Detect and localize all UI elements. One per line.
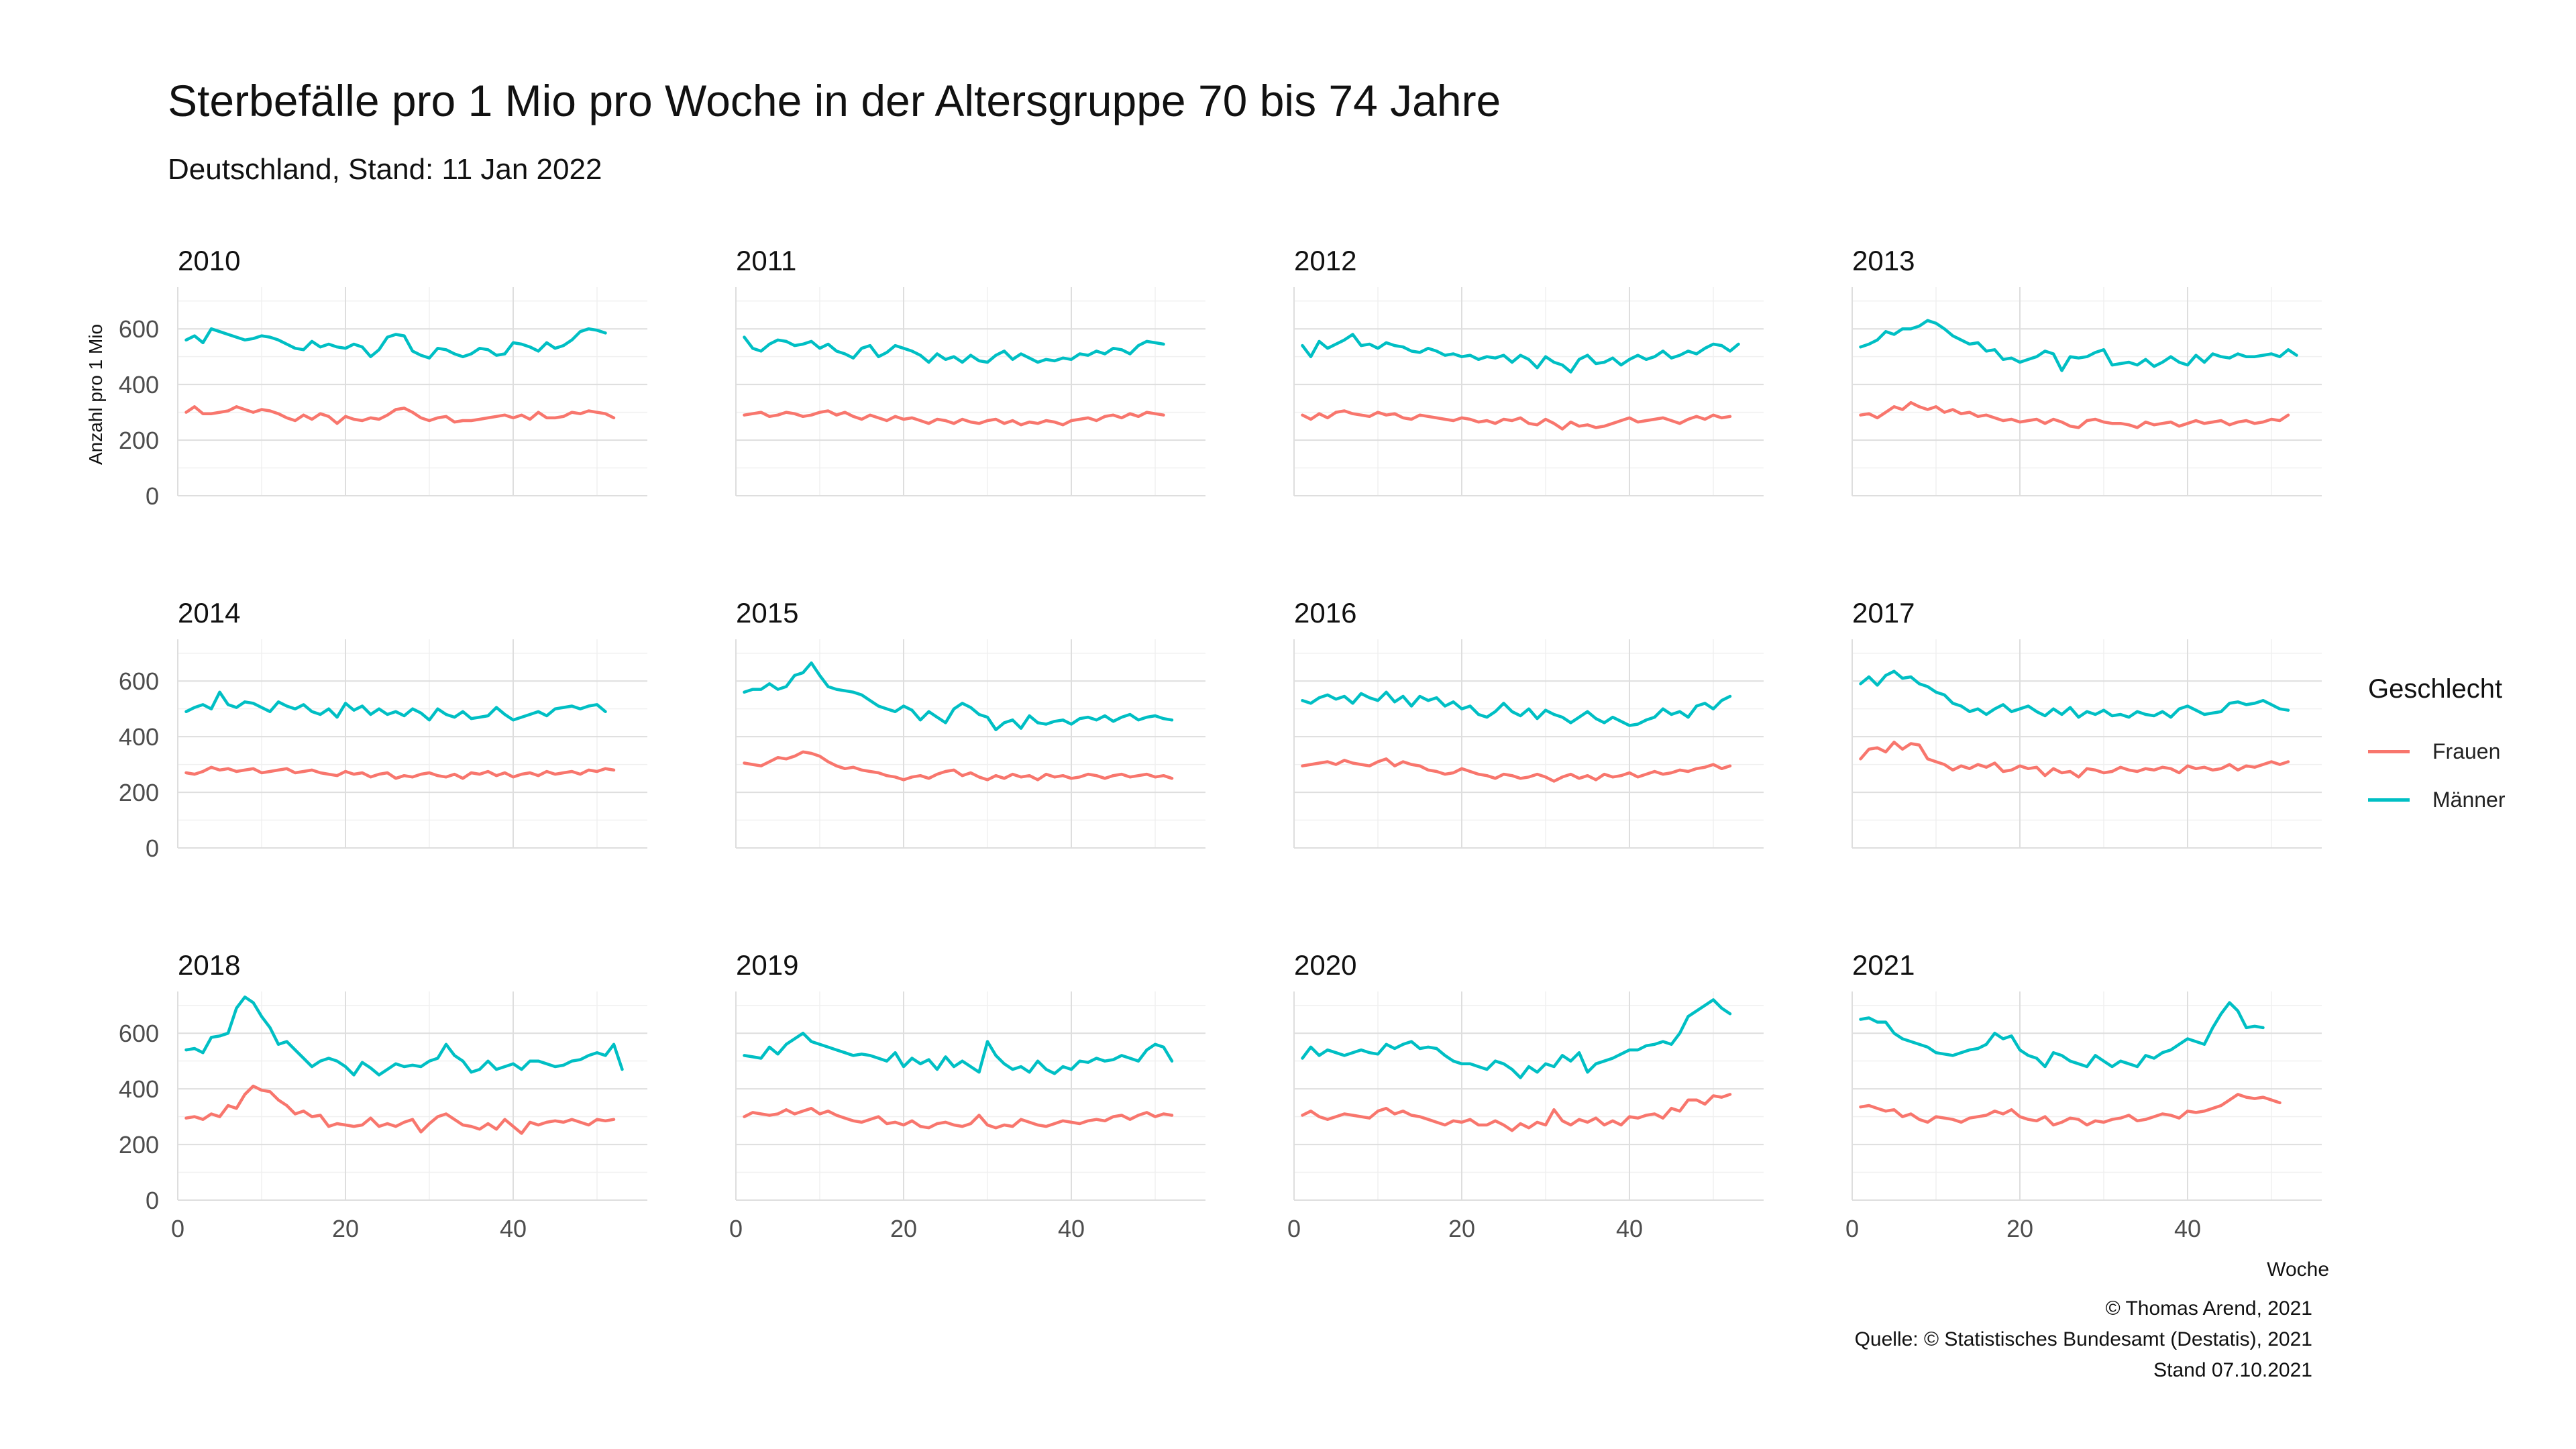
y-tick-label: 400 [119,723,159,751]
x-tick-label: 20 [1448,1215,1475,1242]
credit-source: Quelle: © Statistisches Bundesamt (Desta… [1854,1328,2312,1350]
x-tick-label: 40 [1058,1215,1085,1242]
series-line-maenner-2011 [743,335,1165,364]
y-tick-label: 0 [146,835,159,862]
x-tick-label: 40 [1616,1215,1643,1242]
panel-2019: 2019 0 20 40 [729,949,1205,1242]
y-tick-label: 200 [119,427,159,454]
series-line-frauen-2016 [1301,757,1732,783]
x-tick-label: 20 [2006,1215,2033,1242]
x-tick-label: 40 [500,1215,527,1242]
y-tick-label: 400 [119,1075,159,1103]
x-tick-label: 0 [729,1215,743,1242]
legend-title: Geschlecht [2368,674,2503,704]
series-line-frauen-2011 [743,409,1165,427]
panel-title: 2020 [1294,949,1356,981]
series-line-frauen-2018 [184,1084,616,1135]
series-line-frauen-2012 [1301,409,1732,431]
panel-title: 2021 [1852,949,1915,981]
panel-2020: 2020 0 20 40 [1287,949,1764,1242]
x-tick-label: 20 [890,1215,917,1242]
y-tick-label: 600 [119,667,159,695]
panel-title: 2013 [1852,245,1915,276]
series-line-maenner-2010 [184,327,607,360]
y-tick-label: 0 [146,482,159,510]
series-line-maenner-2013 [1859,319,2298,372]
series-line-maenner-2017 [1859,669,2290,719]
series-line-frauen-2019 [743,1106,1174,1130]
panel-2010: 2010 0 200 400 600 [119,245,647,510]
x-tick-label: 0 [1287,1215,1301,1242]
y-axis-title: Anzahl pro 1 Mio [85,324,106,465]
series-line-maenner-2018 [184,996,624,1077]
x-tick-label: 0 [171,1215,184,1242]
legend-swatch-maenner [2368,798,2410,802]
y-tick-label: 600 [119,315,159,343]
series-line-maenner-2014 [184,690,607,722]
panel-2017: 2017 [1851,597,2322,849]
chart-subtitle: Deutschland, Stand: 11 Jan 2022 [168,153,602,186]
series-line-maenner-2021 [1859,1001,2265,1069]
panel-2016: 2016 [1293,597,1764,849]
x-tick-label: 40 [2174,1215,2201,1242]
y-tick-label: 600 [119,1020,159,1047]
series-line-frauen-2010 [184,405,616,425]
series-line-maenner-2020 [1301,998,1732,1079]
legend-item-maenner: Männer [2368,786,2506,813]
legend-label-maenner: Männer [2432,787,2506,812]
y-tick-label: 400 [119,371,159,398]
series-line-frauen-2015 [743,750,1174,782]
series-line-maenner-2015 [743,661,1174,732]
series-line-frauen-2021 [1859,1093,2282,1127]
legend-label-frauen: Frauen [2432,739,2501,763]
panel-title: 2017 [1852,597,1915,629]
series-line-frauen-2014 [184,765,616,780]
credits: © Thomas Arend, 2021 Quelle: © Statistis… [1855,1293,2312,1386]
panel-title: 2010 [178,245,240,276]
series-line-frauen-2013 [1859,400,2290,429]
y-tick-label: 200 [119,1131,159,1159]
panel-title: 2015 [736,597,798,629]
series-line-maenner-2019 [743,1031,1174,1075]
panel-2021: 2021 0 20 40 [1845,949,2322,1242]
panel-title: 2018 [178,949,240,981]
panel-2018: 2018 0 200 400 600 0 20 40 [119,949,647,1242]
series-line-frauen-2017 [1859,741,2290,779]
series-line-maenner-2016 [1301,690,1732,727]
legend-swatch-frauen [2368,749,2410,753]
panel-title: 2019 [736,949,798,981]
credit-date: Stand 07.10.2021 [2153,1359,2312,1381]
credit-author: © Thomas Arend, 2021 [2105,1297,2312,1320]
panel-2012: 2012 [1293,245,1764,496]
panel-2014: 2014 0 200 400 600 [119,597,647,862]
series-line-frauen-2020 [1301,1093,1732,1132]
panel-title: 2016 [1294,597,1356,629]
legend-item-frauen: Frauen [2368,738,2500,765]
x-tick-label: 0 [1845,1215,1859,1242]
series-line-maenner-2012 [1301,333,1740,374]
panel-2013: 2013 [1851,245,2322,496]
x-axis-title: Woche [2267,1258,2329,1281]
y-tick-label: 0 [146,1187,159,1214]
chart-title: Sterbefälle pro 1 Mio pro Woche in der A… [168,76,1501,125]
panel-2011: 2011 [735,245,1205,496]
y-tick-label: 200 [119,779,159,806]
panel-title: 2011 [736,245,796,276]
panel-title: 2014 [178,597,240,629]
panel-2015: 2015 [735,597,1205,849]
x-tick-label: 20 [332,1215,359,1242]
panel-title: 2012 [1294,245,1356,276]
